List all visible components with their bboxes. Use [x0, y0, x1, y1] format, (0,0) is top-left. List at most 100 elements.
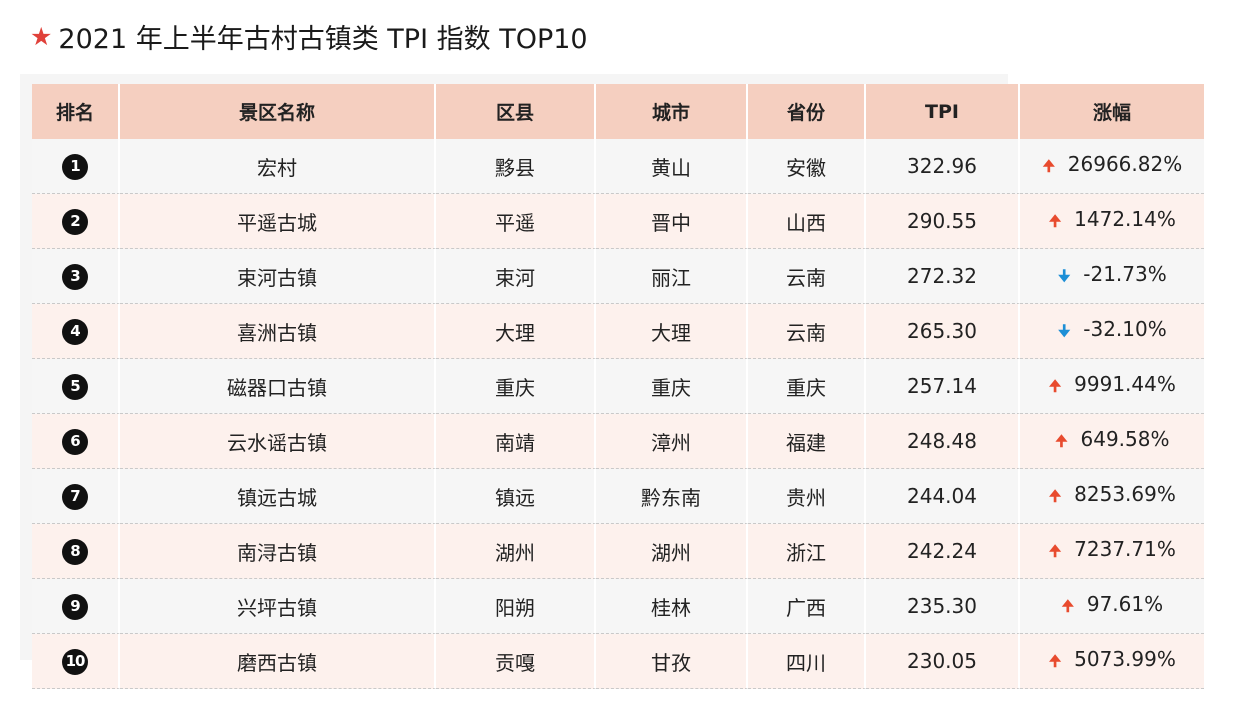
rank-badge: 4	[62, 318, 88, 345]
province-cell: 浙江	[748, 524, 866, 579]
scenic-name-cell: 宏村	[120, 139, 436, 194]
change-cell: 🠉 8253.69%	[1020, 469, 1204, 524]
change-cell: 🠉 26966.82%	[1020, 139, 1204, 194]
rank-badge: 2	[62, 208, 88, 235]
scenic-name-cell: 兴坪古镇	[120, 579, 436, 634]
county-cell: 黟县	[436, 139, 596, 194]
table-row: 4 喜洲古镇 大理 大理 云南 265.30 🠋 -32.10%	[32, 304, 1204, 359]
rank-cell: 3	[32, 249, 120, 304]
province-cell: 山西	[748, 194, 866, 249]
province-cell: 福建	[748, 414, 866, 469]
rank-badge: 6	[62, 428, 88, 455]
scenic-name-cell: 磨西古镇	[120, 634, 436, 689]
change-cell: 🠉 5073.99%	[1020, 634, 1204, 689]
change-value: 26966.82%	[1067, 151, 1183, 176]
table-row: 10 磨西古镇 贡嘎 甘孜 四川 230.05 🠉 5073.99%	[32, 634, 1204, 689]
city-cell: 漳州	[596, 414, 748, 469]
scenic-name-cell: 云水谣古镇	[120, 414, 436, 469]
tpi-cell: 248.48	[866, 414, 1020, 469]
change-cell: 🠋 -21.73%	[1020, 249, 1204, 304]
city-cell: 黄山	[596, 139, 748, 194]
city-cell: 湖州	[596, 524, 748, 579]
change-cell: 🠉 649.58%	[1020, 414, 1204, 469]
scenic-name-cell: 束河古镇	[120, 249, 436, 304]
change-cell: 🠉 9991.44%	[1020, 359, 1204, 414]
table-row: 5 磁器口古镇 重庆 重庆 重庆 257.14 🠉 9991.44%	[32, 359, 1204, 414]
rank-cell: 8	[32, 524, 120, 579]
change-value: 97.61%	[1086, 591, 1164, 616]
change-value: 5073.99%	[1074, 646, 1176, 671]
table-row: 3 束河古镇 束河 丽江 云南 272.32 🠋 -21.73%	[32, 249, 1204, 304]
change-cell: 🠉 97.61%	[1020, 579, 1204, 634]
tpi-cell: 322.96	[866, 139, 1020, 194]
city-cell: 黔东南	[596, 469, 748, 524]
tpi-cell: 290.55	[866, 194, 1020, 249]
rank-badge: 9	[62, 593, 88, 620]
city-cell: 丽江	[596, 249, 748, 304]
county-cell: 束河	[436, 249, 596, 304]
province-cell: 四川	[748, 634, 866, 689]
province-cell: 云南	[748, 249, 866, 304]
header-tpi: TPI	[866, 84, 1020, 139]
tpi-cell: 244.04	[866, 469, 1020, 524]
table-row: 7 镇远古城 镇远 黔东南 贵州 244.04 🠉 8253.69%	[32, 469, 1204, 524]
rank-cell: 2	[32, 194, 120, 249]
rank-cell: 5	[32, 359, 120, 414]
city-cell: 桂林	[596, 579, 748, 634]
change-cell: 🠉 7237.71%	[1020, 524, 1204, 579]
rank-cell: 10	[32, 634, 120, 689]
rank-cell: 7	[32, 469, 120, 524]
scenic-name-cell: 磁器口古镇	[120, 359, 436, 414]
header-scenic-name: 景区名称	[120, 84, 436, 139]
county-cell: 重庆	[436, 359, 596, 414]
table-row: 1 宏村 黟县 黄山 安徽 322.96 🠉 26966.82%	[32, 139, 1204, 194]
city-cell: 晋中	[596, 194, 748, 249]
tpi-cell: 230.05	[866, 634, 1020, 689]
city-cell: 甘孜	[596, 634, 748, 689]
province-cell: 重庆	[748, 359, 866, 414]
change-cell: 🠋 -32.10%	[1020, 304, 1204, 359]
scenic-name-cell: 喜洲古镇	[120, 304, 436, 359]
page-title-text: 2021 年上半年古村古镇类 TPI 指数 TOP10	[58, 23, 588, 55]
province-cell: 广西	[748, 579, 866, 634]
header-change: 涨幅	[1020, 84, 1204, 139]
change-value: 649.58%	[1080, 426, 1170, 451]
rank-badge: 1	[62, 153, 88, 180]
change-value: 9991.44%	[1074, 371, 1176, 396]
change-value: 8253.69%	[1074, 481, 1176, 506]
change-value: 7237.71%	[1074, 536, 1176, 561]
rank-cell: 6	[32, 414, 120, 469]
arrow-up-icon: 🠉	[1048, 486, 1062, 505]
city-cell: 大理	[596, 304, 748, 359]
rank-cell: 4	[32, 304, 120, 359]
header-city: 城市	[596, 84, 748, 139]
rank-badge: 10	[62, 648, 88, 675]
county-cell: 南靖	[436, 414, 596, 469]
scenic-name-cell: 南浔古镇	[120, 524, 436, 579]
table-row: 9 兴坪古镇 阳朔 桂林 广西 235.30 🠉 97.61%	[32, 579, 1204, 634]
star-icon: ★	[30, 21, 53, 51]
rank-cell: 1	[32, 139, 120, 194]
change-value: -21.73%	[1083, 261, 1167, 286]
change-value: 1472.14%	[1074, 206, 1176, 231]
arrow-up-icon: 🠉	[1048, 376, 1062, 395]
arrow-down-icon: 🠋	[1058, 266, 1071, 285]
tpi-cell: 257.14	[866, 359, 1020, 414]
scenic-name-cell: 镇远古城	[120, 469, 436, 524]
header-rank: 排名	[32, 84, 120, 139]
county-cell: 阳朔	[436, 579, 596, 634]
rank-badge: 8	[62, 538, 88, 565]
scenic-name-cell: 平遥古城	[120, 194, 436, 249]
change-value: -32.10%	[1083, 316, 1167, 341]
table-header-row: 排名 景区名称 区县 城市 省份 TPI 涨幅	[32, 84, 1204, 139]
tpi-cell: 242.24	[866, 524, 1020, 579]
change-cell: 🠉 1472.14%	[1020, 194, 1204, 249]
page-title: ★ 2021 年上半年古村古镇类 TPI 指数 TOP10	[30, 14, 588, 58]
table-row: 6 云水谣古镇 南靖 漳州 福建 248.48 🠉 649.58%	[32, 414, 1204, 469]
header-province: 省份	[748, 84, 866, 139]
county-cell: 大理	[436, 304, 596, 359]
tpi-cell: 272.32	[866, 249, 1020, 304]
tpi-cell: 235.30	[866, 579, 1020, 634]
county-cell: 镇远	[436, 469, 596, 524]
province-cell: 云南	[748, 304, 866, 359]
